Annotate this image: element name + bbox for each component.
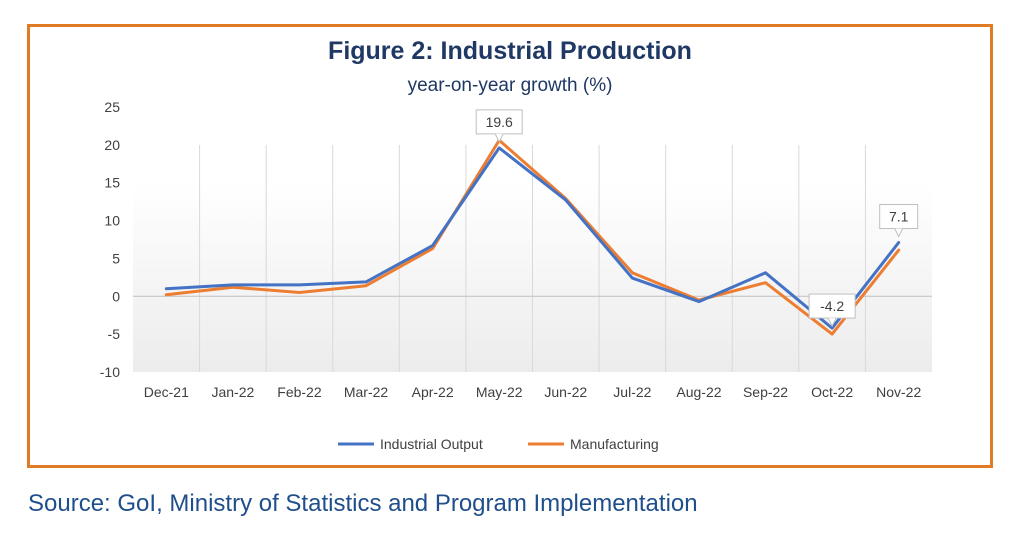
legend-label: Industrial Output [380, 436, 483, 452]
x-tick-label: Aug-22 [676, 384, 721, 400]
source-note: Source: GoI, Ministry of Statistics and … [28, 490, 698, 517]
x-tick-label: Oct-22 [811, 384, 853, 400]
x-tick-label: Dec-21 [144, 384, 189, 400]
data-label-callout: 7.1 [879, 204, 919, 238]
data-label: 7.1 [889, 209, 909, 225]
chart-title: Figure 2: Industrial Production [328, 37, 692, 65]
x-tick-label: Feb-22 [277, 384, 322, 400]
y-tick-label: -10 [100, 364, 120, 380]
data-label-pointer [827, 317, 837, 328]
legend-label: Manufacturing [570, 436, 659, 452]
data-label-pointer [894, 228, 904, 238]
series-line-manufacturing [164, 138, 901, 336]
chart-frame: Figure 2: Industrial Production year-on-… [27, 24, 993, 468]
vertical-gridlines [199, 144, 866, 372]
x-tick-label: Jun-22 [544, 384, 587, 400]
series-line-industrial-output [164, 146, 901, 330]
series-lines [164, 138, 901, 336]
data-label: -4.2 [820, 298, 844, 314]
y-tick-label: 10 [104, 213, 120, 229]
y-tick-label: -5 [108, 326, 121, 342]
data-label: 19.6 [486, 114, 513, 130]
x-tick-label: Jan-22 [211, 384, 254, 400]
y-tick-label: 5 [112, 250, 120, 266]
line-chart: 25 20 15 10 5 0 -5 -10 Dec-21 Jan-22 Feb-22 Mar-22 A… [100, 99, 932, 452]
y-tick-label: 0 [112, 288, 120, 304]
chart-subtitle: year-on-year growth (%) [407, 75, 613, 96]
x-tick-label: Sep-22 [743, 384, 788, 400]
x-tick-label: Nov-22 [876, 384, 921, 400]
x-tick-label: Apr-22 [412, 384, 454, 400]
x-tick-label: Jul-22 [613, 384, 651, 400]
data-labels: 19.6 -4.2 7.1 [475, 109, 919, 328]
data-label-pointer [494, 133, 504, 144]
data-label-callout: -4.2 [808, 293, 856, 328]
y-tick-label: 20 [104, 137, 120, 153]
y-tick-label: 15 [104, 175, 120, 191]
data-label-box [808, 293, 856, 319]
legend: Industrial Output Manufacturing [338, 436, 659, 452]
x-tick-label: May-22 [476, 384, 523, 400]
axes: 25 20 15 10 5 0 -5 -10 Dec-21 Jan-22 Feb-22 Mar-22 A… [100, 99, 932, 400]
data-label-callout: 19.6 [475, 109, 523, 144]
data-label-box [475, 109, 523, 135]
x-tick-label: Mar-22 [344, 384, 389, 400]
y-tick-label: 25 [104, 99, 120, 115]
